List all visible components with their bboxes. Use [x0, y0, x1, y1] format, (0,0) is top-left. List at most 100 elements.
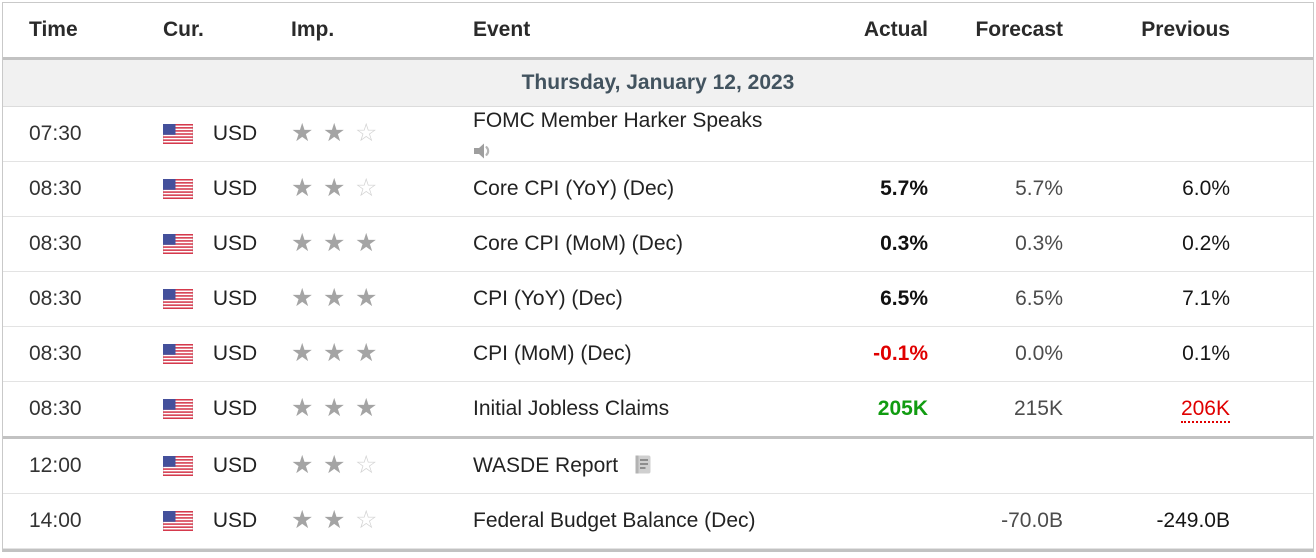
star-outline-icon	[355, 508, 387, 533]
time-cell: 08:30	[29, 397, 82, 420]
currency-cell: USD	[133, 162, 283, 217]
previous-cell: 206K	[1093, 382, 1263, 438]
previous-cell: 6.0%	[1182, 177, 1230, 200]
col-header-event: Event	[433, 3, 853, 60]
actual-cell: 6.5%	[880, 287, 928, 310]
revised-previous-value[interactable]: 206K	[1180, 397, 1230, 423]
star-icon	[323, 341, 355, 366]
event-cell: CPI (MoM) (Dec)	[433, 327, 853, 382]
event-title[interactable]: Core CPI (YoY) (Dec)	[473, 177, 675, 200]
forecast-cell: 0.3%	[1015, 232, 1063, 255]
star-icon	[291, 508, 323, 533]
actual-cell: -0.1%	[873, 342, 928, 365]
us-flag-icon	[163, 234, 193, 254]
actual-cell: 5.7%	[880, 177, 928, 200]
star-icon	[291, 396, 323, 421]
star-icon	[323, 396, 355, 421]
forecast-cell: -70.0B	[1001, 509, 1063, 532]
forecast-cell: 0.0%	[1015, 342, 1063, 365]
time-cell: 12:00	[29, 454, 82, 477]
event-cell: Federal Budget Balance (Dec)	[433, 494, 853, 549]
forecast-cell	[958, 107, 1093, 162]
time-cell: 08:30	[29, 342, 82, 365]
forecast-cell	[958, 438, 1093, 494]
actual-cell: 0.3%	[880, 232, 928, 255]
importance-cell	[283, 327, 433, 382]
event-cell: Core CPI (YoY) (Dec)	[433, 162, 853, 217]
previous-cell: 0.2%	[1182, 232, 1230, 255]
us-flag-icon	[163, 456, 193, 476]
star-icon	[291, 341, 323, 366]
star-icon	[291, 121, 323, 146]
event-cell: Core CPI (MoM) (Dec)	[433, 217, 853, 272]
star-icon	[323, 176, 355, 201]
event-row: 08:30 USD Core CPI (YoY) (Dec) 5.7% 5.7%…	[3, 162, 1313, 217]
event-row: 08:30 USD Initial Jobless Claims 205K 21…	[3, 382, 1313, 438]
star-icon	[291, 231, 323, 256]
currency-label: USD	[212, 122, 258, 145]
currency-cell: USD	[133, 494, 283, 549]
col-header-previous: Previous	[1093, 3, 1263, 60]
currency-cell: USD	[133, 217, 283, 272]
event-title[interactable]: Initial Jobless Claims	[473, 397, 670, 420]
importance-cell	[283, 272, 433, 327]
event-title[interactable]: WASDE Report	[473, 454, 619, 477]
time-cell: 08:30	[29, 232, 82, 255]
importance-cell	[283, 382, 433, 438]
event-title[interactable]: FOMC Member Harker Speaks	[473, 108, 763, 132]
importance-cell	[283, 217, 433, 272]
event-row: 08:30 USD Core CPI (MoM) (Dec) 0.3% 0.3%…	[3, 217, 1313, 272]
time-cell: 07:30	[29, 122, 82, 145]
star-icon	[355, 396, 387, 421]
star-outline-icon	[355, 453, 387, 478]
report-icon[interactable]	[633, 454, 654, 475]
previous-cell: -249.0B	[1156, 509, 1230, 532]
speaker-icon[interactable]	[473, 142, 494, 160]
star-icon	[323, 508, 355, 533]
currency-label: USD	[212, 509, 258, 532]
event-cell: Initial Jobless Claims	[433, 382, 853, 438]
col-header-time: Time	[3, 3, 133, 60]
previous-cell	[1093, 438, 1263, 494]
currency-label: USD	[212, 342, 258, 365]
importance-cell	[283, 438, 433, 494]
event-title[interactable]: Core CPI (MoM) (Dec)	[473, 232, 684, 255]
col-header-currency: Cur.	[133, 3, 283, 60]
time-cell: 08:30	[29, 177, 82, 200]
importance-cell	[283, 107, 433, 162]
event-title[interactable]: CPI (MoM) (Dec)	[473, 342, 632, 365]
currency-label: USD	[212, 177, 258, 200]
forecast-cell: 5.7%	[1015, 177, 1063, 200]
event-title[interactable]: Federal Budget Balance (Dec)	[473, 509, 756, 532]
star-icon	[323, 453, 355, 478]
event-row: 07:30 USD FOMC Member Harker Speaks	[3, 107, 1313, 162]
previous-cell: 7.1%	[1182, 287, 1230, 310]
event-row: 08:30 USD CPI (MoM) (Dec) -0.1% 0.0% 0.1…	[3, 327, 1313, 382]
star-outline-icon	[355, 176, 387, 201]
us-flag-icon	[163, 124, 193, 144]
actual-cell	[853, 438, 958, 494]
col-header-actual: Actual	[853, 3, 958, 60]
event-title[interactable]: CPI (YoY) (Dec)	[473, 287, 623, 310]
event-row: 14:00 USD Federal Budget Balance (Dec) -…	[3, 494, 1313, 549]
us-flag-icon	[163, 179, 193, 199]
star-icon	[323, 231, 355, 256]
currency-cell: USD	[133, 327, 283, 382]
star-icon	[355, 231, 387, 256]
importance-cell	[283, 494, 433, 549]
date-banner-label: Thursday, January 12, 2023	[3, 58, 1313, 107]
time-cell: 08:30	[29, 287, 82, 310]
event-cell: CPI (YoY) (Dec)	[433, 272, 853, 327]
star-icon	[355, 286, 387, 311]
star-icon	[355, 341, 387, 366]
us-flag-icon	[163, 399, 193, 419]
event-cell: WASDE Report	[433, 438, 853, 494]
forecast-cell: 215K	[1013, 397, 1063, 420]
currency-cell: USD	[133, 438, 283, 494]
currency-label: USD	[212, 232, 258, 255]
currency-cell: USD	[133, 382, 283, 438]
star-icon	[323, 121, 355, 146]
previous-cell: 0.1%	[1182, 342, 1230, 365]
currency-label: USD	[212, 454, 258, 477]
